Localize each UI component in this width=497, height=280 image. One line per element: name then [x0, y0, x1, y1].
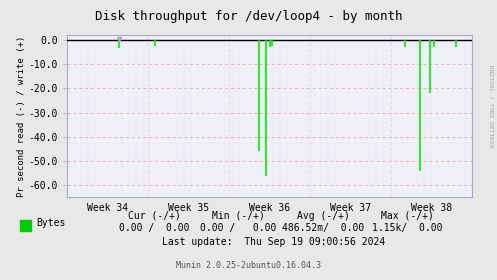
Text: 0.00 /   0.00: 0.00 / 0.00	[200, 223, 277, 233]
Text: Min (-/+): Min (-/+)	[212, 211, 265, 221]
Text: 486.52m/  0.00: 486.52m/ 0.00	[282, 223, 364, 233]
Text: Week 38: Week 38	[411, 203, 452, 213]
Text: Week 36: Week 36	[249, 203, 290, 213]
Y-axis label: Pr second read (-) / write (+): Pr second read (-) / write (+)	[17, 36, 26, 197]
Text: Disk throughput for /dev/loop4 - by month: Disk throughput for /dev/loop4 - by mont…	[95, 10, 402, 23]
Text: Last update:  Thu Sep 19 09:00:56 2024: Last update: Thu Sep 19 09:00:56 2024	[162, 237, 385, 247]
Text: Week 34: Week 34	[87, 203, 128, 213]
Text: Munin 2.0.25-2ubuntu0.16.04.3: Munin 2.0.25-2ubuntu0.16.04.3	[176, 261, 321, 270]
Text: Avg (-/+): Avg (-/+)	[297, 211, 349, 221]
Text: RRDTOOL / TOBI OETIKER: RRDTOOL / TOBI OETIKER	[488, 65, 493, 148]
Text: Week 37: Week 37	[330, 203, 371, 213]
Text: Bytes: Bytes	[36, 218, 65, 228]
Text: 1.15k/  0.00: 1.15k/ 0.00	[372, 223, 443, 233]
Text: Week 35: Week 35	[168, 203, 209, 213]
Text: 0.00 /  0.00: 0.00 / 0.00	[119, 223, 189, 233]
Text: Cur (-/+): Cur (-/+)	[128, 211, 180, 221]
Text: Max (-/+): Max (-/+)	[381, 211, 434, 221]
